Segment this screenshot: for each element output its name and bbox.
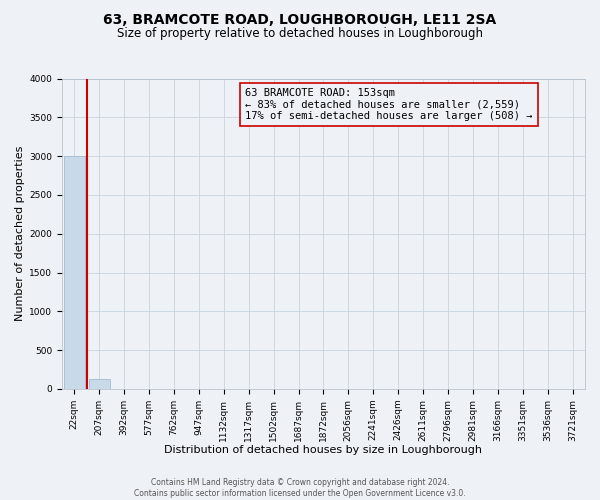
Text: Contains HM Land Registry data © Crown copyright and database right 2024.
Contai: Contains HM Land Registry data © Crown c… [134,478,466,498]
Text: 63 BRAMCOTE ROAD: 153sqm
← 83% of detached houses are smaller (2,559)
17% of sem: 63 BRAMCOTE ROAD: 153sqm ← 83% of detach… [245,88,532,121]
Y-axis label: Number of detached properties: Number of detached properties [15,146,25,322]
Text: 63, BRAMCOTE ROAD, LOUGHBOROUGH, LE11 2SA: 63, BRAMCOTE ROAD, LOUGHBOROUGH, LE11 2S… [103,12,497,26]
X-axis label: Distribution of detached houses by size in Loughborough: Distribution of detached houses by size … [164,445,482,455]
Bar [89,379,110,389]
Text: Size of property relative to detached houses in Loughborough: Size of property relative to detached ho… [117,28,483,40]
Bar [64,156,85,389]
